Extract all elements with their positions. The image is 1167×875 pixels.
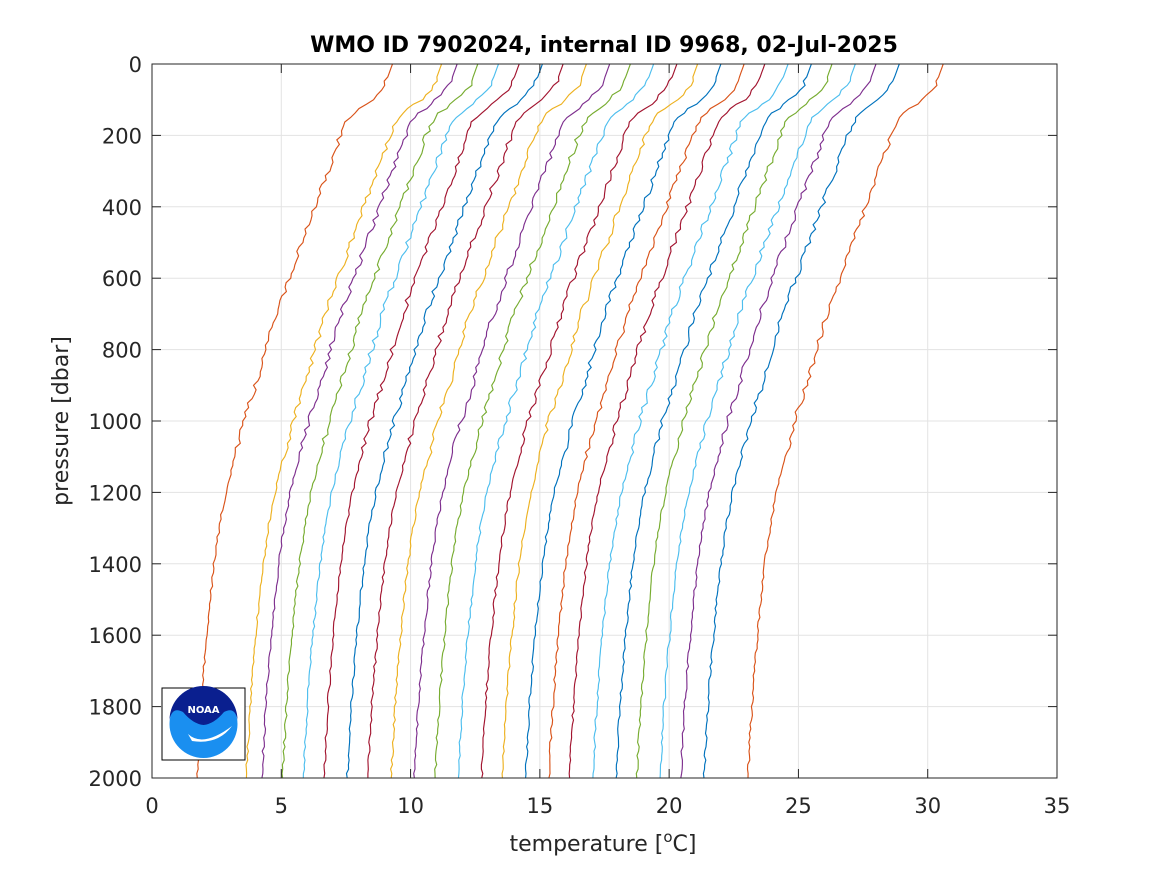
- profile-line-22: [680, 63, 877, 779]
- profile-line-2: [245, 63, 443, 779]
- logo-top: [169, 686, 238, 725]
- grid: [152, 64, 1057, 778]
- profile-line-5: [302, 63, 500, 779]
- profile-line-11: [434, 63, 631, 779]
- profile-line-10: [413, 63, 611, 779]
- profile-line-13: [480, 63, 678, 779]
- x-tick-label: 25: [785, 794, 812, 818]
- profile-line-7: [345, 63, 543, 779]
- y-tick-labels: 0 200 400 600 800 1000 1200 1400 1600 1800 2000: [89, 53, 142, 791]
- y-tick-label: 0: [129, 53, 142, 77]
- profile-line-19: [615, 63, 812, 779]
- profile-line-1: [196, 63, 394, 779]
- profile-line-23: [702, 63, 900, 779]
- profile-line-6: [323, 63, 520, 779]
- profiles: [196, 63, 944, 779]
- profile-line-9: [389, 63, 587, 779]
- profile-line-20: [635, 63, 833, 779]
- x-tick-label: 20: [656, 794, 683, 818]
- y-tick-label: 1200: [89, 481, 142, 505]
- profile-line-21: [659, 63, 856, 779]
- profile-line-15: [524, 63, 722, 779]
- x-tick-label: 0: [145, 794, 158, 818]
- y-axis-label: pressure [dbar]: [49, 336, 74, 506]
- y-tick-label: 1400: [89, 553, 142, 577]
- profile-line-3: [261, 63, 458, 779]
- profile-line-18: [592, 63, 789, 779]
- x-tick-label: 5: [275, 794, 288, 818]
- y-tick-label: 1600: [89, 624, 142, 648]
- profile-line-16: [548, 63, 745, 779]
- chart-title: WMO ID 7902024, internal ID 9968, 02-Jul…: [310, 33, 898, 58]
- x-tick-labels: 0 5 10 15 20 25 30 35: [145, 794, 1070, 818]
- y-tick-label: 400: [102, 196, 142, 220]
- y-tick-label: 1000: [89, 410, 142, 434]
- x-axis-label-unit: C]: [673, 832, 697, 857]
- noaa-logo: NOAA: [161, 686, 246, 761]
- profile-line-12: [457, 63, 655, 779]
- profile-line-8: [367, 63, 564, 778]
- x-axis-label-text: temperature [: [509, 832, 663, 857]
- x-tick-label: 35: [1044, 794, 1071, 818]
- ticks: [151, 63, 1058, 779]
- y-tick-label: 2000: [89, 767, 142, 791]
- x-tick-label: 15: [526, 794, 553, 818]
- y-tick-label: 200: [102, 124, 142, 148]
- y-tick-label: 600: [102, 267, 142, 291]
- profile-line-14: [501, 63, 699, 779]
- x-axis-label: temperature [oC]: [509, 828, 696, 857]
- profile-line-24: [746, 63, 944, 779]
- y-tick-label: 800: [102, 339, 142, 363]
- x-tick-label: 10: [397, 794, 424, 818]
- logo-wave: [188, 726, 232, 742]
- x-axis-label-superscript: o: [663, 828, 672, 846]
- profile-line-4: [281, 63, 479, 779]
- x-tick-label: 30: [914, 794, 941, 818]
- logo-text: NOAA: [187, 705, 219, 716]
- y-tick-label: 1800: [89, 696, 142, 720]
- profile-line-17: [568, 63, 766, 779]
